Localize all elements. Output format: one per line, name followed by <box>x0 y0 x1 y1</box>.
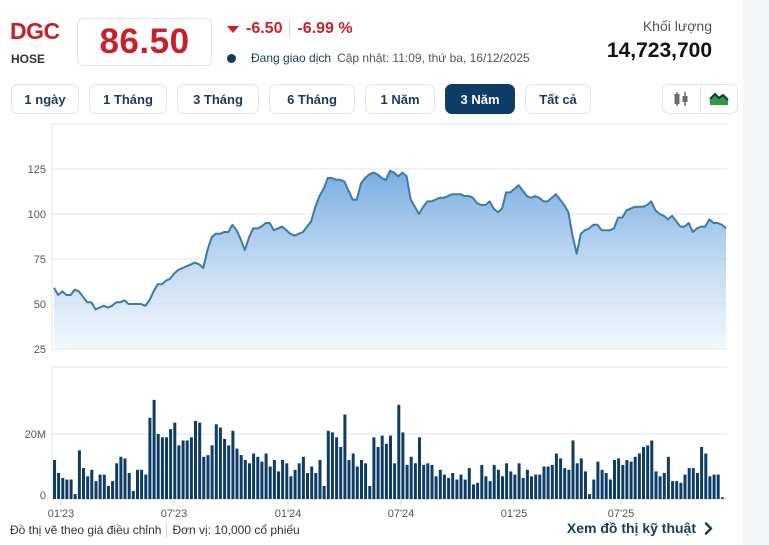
price-change: -6.50 -6.99 % <box>227 20 353 38</box>
chart-footer-notes: Đồ thị vẽ theo giá điều chỉnh Đơn vị: 10… <box>10 522 300 538</box>
svg-text:01'25: 01'25 <box>501 508 528 520</box>
candlestick-chart-button[interactable] <box>663 85 700 113</box>
range-tab[interactable]: 1 Tháng <box>89 84 167 114</box>
svg-text:07'24: 07'24 <box>388 508 415 520</box>
mountain-area-icon <box>708 92 729 105</box>
adjusted-price-note: Đồ thị vẽ theo giá điều chỉnh <box>10 523 162 537</box>
exchange-label: HOSE <box>11 52 46 66</box>
range-tab[interactable]: 1 Năm <box>365 84 435 114</box>
status-dot-icon <box>227 53 236 63</box>
status-text: Đang giao dịch <box>251 51 332 65</box>
area-chart-button[interactable] <box>699 85 738 113</box>
svg-text:75: 75 <box>34 254 46 266</box>
change-value: -6.50 <box>246 20 283 37</box>
page-gutter <box>743 0 769 545</box>
chart-type-toggle <box>662 84 738 114</box>
technical-chart-link[interactable]: Xem đồ thị kỹ thuật <box>567 520 713 536</box>
svg-text:07'25: 07'25 <box>608 508 635 520</box>
range-tab[interactable]: 3 Năm <box>445 84 515 114</box>
range-tab[interactable]: Tất cả <box>525 84 591 114</box>
price-area-series <box>53 169 727 349</box>
technical-chart-link-label: Xem đồ thị kỹ thuật <box>566 520 696 536</box>
svg-text:01'23: 01'23 <box>48 508 75 520</box>
range-tab[interactable]: 6 Tháng <box>269 84 355 114</box>
stock-chart-card: DGC HOSE 86.50 -6.50 -6.99 % Đang giao d… <box>0 0 743 538</box>
current-price: 86.50 <box>77 18 212 66</box>
svg-text:07'23: 07'23 <box>161 508 188 520</box>
svg-text:100: 100 <box>28 209 46 221</box>
divider <box>166 522 168 538</box>
volume-value: 14,723,700 <box>606 39 712 62</box>
svg-text:20M: 20M <box>25 429 46 441</box>
svg-text:50: 50 <box>34 299 46 311</box>
trading-status: Đang giao dịch Cập nhật: 11:09, thứ ba, … <box>227 51 530 65</box>
x-axis: 01'23 07'23 01'24 07'24 01'25 07'25 <box>48 499 635 520</box>
ticker-symbol: DGC <box>10 18 60 44</box>
chevron-right-icon <box>704 521 713 535</box>
candlestick-icon <box>674 92 688 106</box>
volume-bars <box>53 399 724 500</box>
svg-text:25: 25 <box>34 344 46 356</box>
down-triangle-icon <box>227 26 239 33</box>
svg-text:0: 0 <box>40 490 46 502</box>
range-tabs: 1 ngày 1 Tháng 3 Tháng 6 Tháng 1 Năm 3 Năm Tất… <box>11 84 591 114</box>
divider <box>289 20 291 38</box>
update-time: Cập nhật: 11:09, thứ ba, 16/12/2025 <box>337 51 530 65</box>
range-tab[interactable]: 1 ngày <box>11 84 79 114</box>
volume-label: Khối lượng <box>642 18 712 34</box>
change-percent: -6.99 % <box>297 20 353 37</box>
unit-note: Đơn vị: 10,000 cổ phiếu <box>172 523 300 537</box>
svg-text:125: 125 <box>28 164 46 176</box>
range-tab[interactable]: 3 Tháng <box>177 84 259 114</box>
svg-text:01'24: 01'24 <box>275 508 302 520</box>
